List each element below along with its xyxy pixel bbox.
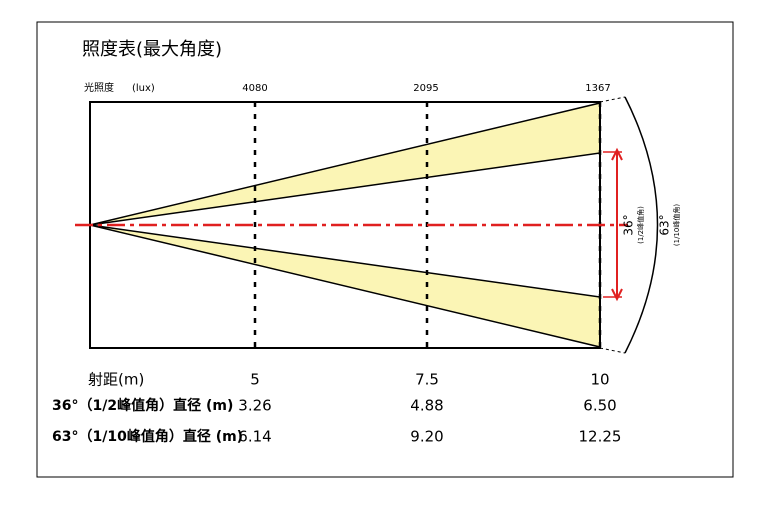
row-label: 36°（1/2峰值角）直径 (m) xyxy=(52,397,233,414)
beam-lower xyxy=(89,224,601,348)
cell-value: 5 xyxy=(250,371,260,389)
illuminance-unit: (lux) xyxy=(132,83,155,94)
cell-value: 9.20 xyxy=(410,428,443,446)
extension-line xyxy=(599,347,626,354)
cell-value: 10 xyxy=(590,371,609,389)
illuminance-value: 2095 xyxy=(413,83,438,94)
angle-arc xyxy=(624,96,659,354)
title: 照度表(最大角度) xyxy=(82,39,222,60)
cell-value: 6.14 xyxy=(238,428,271,446)
table: 射距(m) 5 7.5 10 36°（1/2峰值角）直径 (m) 3.26 4.88 6.50… xyxy=(52,371,621,446)
arrow-heads xyxy=(611,147,623,302)
row-label: 63°（1/10峰值角）直径 (m) xyxy=(52,428,243,445)
cell-value: 12.25 xyxy=(579,428,622,446)
cell-value: 4.88 xyxy=(410,397,443,415)
illuminance-label: 光照度 xyxy=(84,81,114,94)
row-label: 射距(m) xyxy=(88,371,144,389)
tenth-angle-note: (1/10峰值角) xyxy=(672,204,681,246)
cell-value: 7.5 xyxy=(415,371,439,389)
cell-value: 3.26 xyxy=(238,397,271,415)
frame xyxy=(36,21,734,478)
extension-line xyxy=(599,96,626,103)
illuminance-value: 4080 xyxy=(242,83,267,94)
illuminance-value: 1367 xyxy=(585,83,610,94)
beam-upper xyxy=(89,102,601,226)
half-angle: 36° xyxy=(622,214,636,235)
tenth-angle: 63° xyxy=(658,214,672,235)
cell-value: 6.50 xyxy=(583,397,616,415)
half-angle-note: (1/2峰值角) xyxy=(636,206,645,244)
